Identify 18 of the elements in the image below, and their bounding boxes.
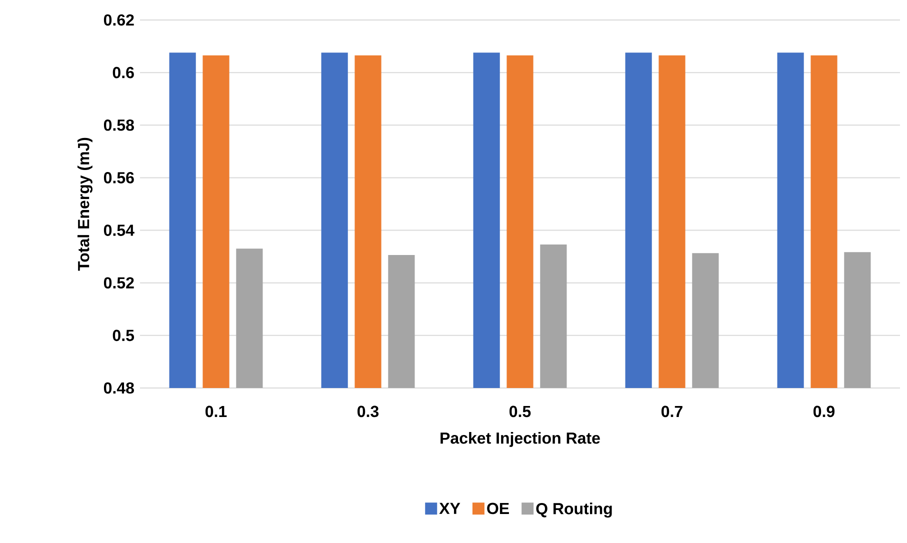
x-tick-label: 0.5 <box>510 406 531 418</box>
y-tick-label: 0.54 <box>104 224 134 236</box>
x-tick-label: 0.3 <box>358 406 379 418</box>
y-tick-label: 0.52 <box>104 277 134 289</box>
x-axis-title: Packet Injection Rate <box>440 432 600 447</box>
legend-label: OE <box>487 502 509 514</box>
legend-label: XY <box>439 502 460 514</box>
x-tick-label: 0.7 <box>662 406 682 418</box>
x-tick-label: 0.1 <box>206 406 227 418</box>
y-tick-label: 0.48 <box>104 382 134 394</box>
y-axis-title: Total Energy (mJ) <box>77 138 92 271</box>
y-tick-label: 0.6 <box>112 66 134 78</box>
legend-label: Q Routing <box>536 502 612 518</box>
y-tick-label: 0.5 <box>112 330 134 342</box>
y-tick-label: 0.58 <box>104 119 134 131</box>
x-tick-label: 0.9 <box>814 406 835 418</box>
y-tick-label: 0.56 <box>104 172 134 184</box>
y-tick-label: 0.62 <box>104 14 134 26</box>
